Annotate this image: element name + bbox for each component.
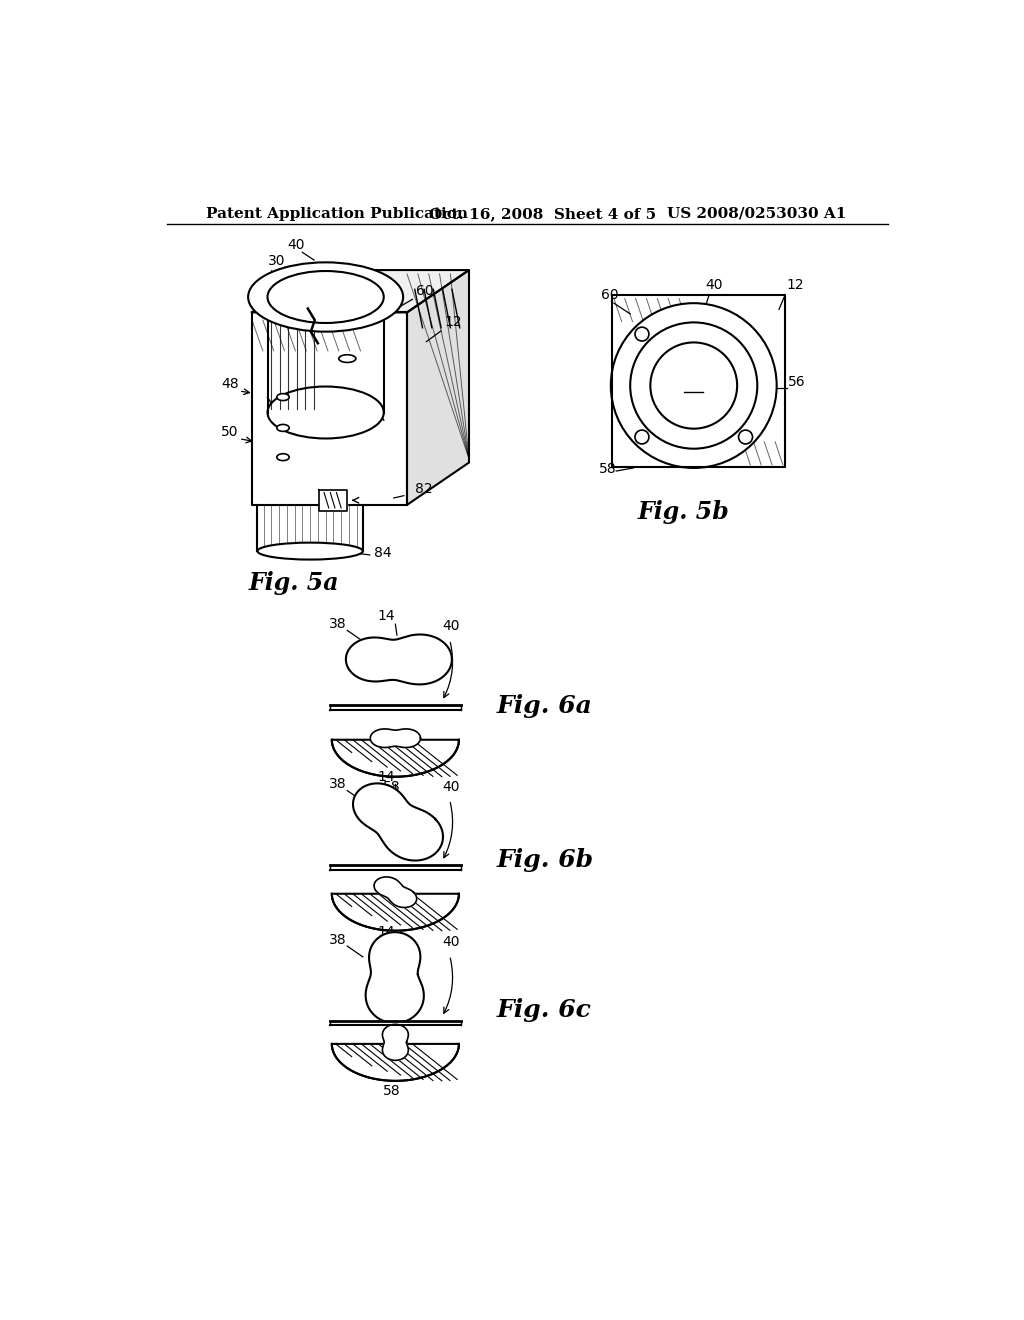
Ellipse shape <box>276 454 289 461</box>
Polygon shape <box>374 876 417 908</box>
Text: 40: 40 <box>442 935 460 949</box>
Text: 60: 60 <box>601 288 618 302</box>
Circle shape <box>611 304 776 469</box>
Polygon shape <box>611 294 785 467</box>
Polygon shape <box>382 1024 409 1060</box>
Polygon shape <box>366 932 424 1023</box>
Text: 40: 40 <box>288 239 305 252</box>
Text: 30: 30 <box>268 253 286 268</box>
Circle shape <box>630 322 758 449</box>
Polygon shape <box>407 271 469 506</box>
Text: 14: 14 <box>377 925 395 939</box>
Ellipse shape <box>257 543 362 560</box>
Text: 58: 58 <box>383 933 400 948</box>
Text: Fig. 5a: Fig. 5a <box>248 570 339 594</box>
Polygon shape <box>332 739 459 776</box>
Text: Fig. 6a: Fig. 6a <box>496 694 592 718</box>
Text: 14: 14 <box>377 610 395 623</box>
Text: 82: 82 <box>415 482 432 496</box>
Text: 38: 38 <box>329 618 346 631</box>
Polygon shape <box>332 894 459 931</box>
Text: 58: 58 <box>383 1084 400 1098</box>
Text: 56: 56 <box>788 375 806 388</box>
Circle shape <box>635 430 649 444</box>
Text: Fig. 6b: Fig. 6b <box>496 847 593 871</box>
Polygon shape <box>252 271 469 313</box>
Polygon shape <box>353 783 443 861</box>
Polygon shape <box>252 313 407 506</box>
Text: 40: 40 <box>706 279 723 292</box>
Text: 84: 84 <box>374 546 391 560</box>
Ellipse shape <box>276 425 289 432</box>
Ellipse shape <box>276 393 289 400</box>
Text: 38: 38 <box>329 777 346 791</box>
Text: 12: 12 <box>444 315 462 329</box>
Polygon shape <box>371 729 421 747</box>
Ellipse shape <box>267 271 384 323</box>
Circle shape <box>738 430 753 444</box>
Text: Fig. 5b: Fig. 5b <box>638 500 730 524</box>
Text: Patent Application Publication: Patent Application Publication <box>206 207 468 220</box>
Text: 38: 38 <box>329 933 346 946</box>
Ellipse shape <box>267 387 384 438</box>
Text: 40: 40 <box>442 780 460 793</box>
Polygon shape <box>330 866 461 870</box>
Text: 30: 30 <box>682 375 706 392</box>
Text: 48: 48 <box>221 378 239 391</box>
Text: 40: 40 <box>442 619 460 634</box>
Text: 50: 50 <box>221 425 239 438</box>
Text: Fig. 6c: Fig. 6c <box>496 998 591 1022</box>
Polygon shape <box>319 490 346 511</box>
Text: US 2008/0253030 A1: US 2008/0253030 A1 <box>667 207 846 220</box>
Text: Oct. 16, 2008  Sheet 4 of 5: Oct. 16, 2008 Sheet 4 of 5 <box>429 207 655 220</box>
Circle shape <box>635 327 649 341</box>
Ellipse shape <box>339 355 356 363</box>
Polygon shape <box>330 705 461 710</box>
Ellipse shape <box>248 263 403 331</box>
Polygon shape <box>332 1044 459 1081</box>
Polygon shape <box>257 506 362 552</box>
Text: 12: 12 <box>786 279 805 292</box>
Text: 14: 14 <box>377 770 395 784</box>
Text: 58: 58 <box>599 462 616 475</box>
Polygon shape <box>346 635 452 684</box>
Text: 60: 60 <box>417 285 434 298</box>
Text: 58: 58 <box>383 780 400 793</box>
Polygon shape <box>330 1020 461 1026</box>
